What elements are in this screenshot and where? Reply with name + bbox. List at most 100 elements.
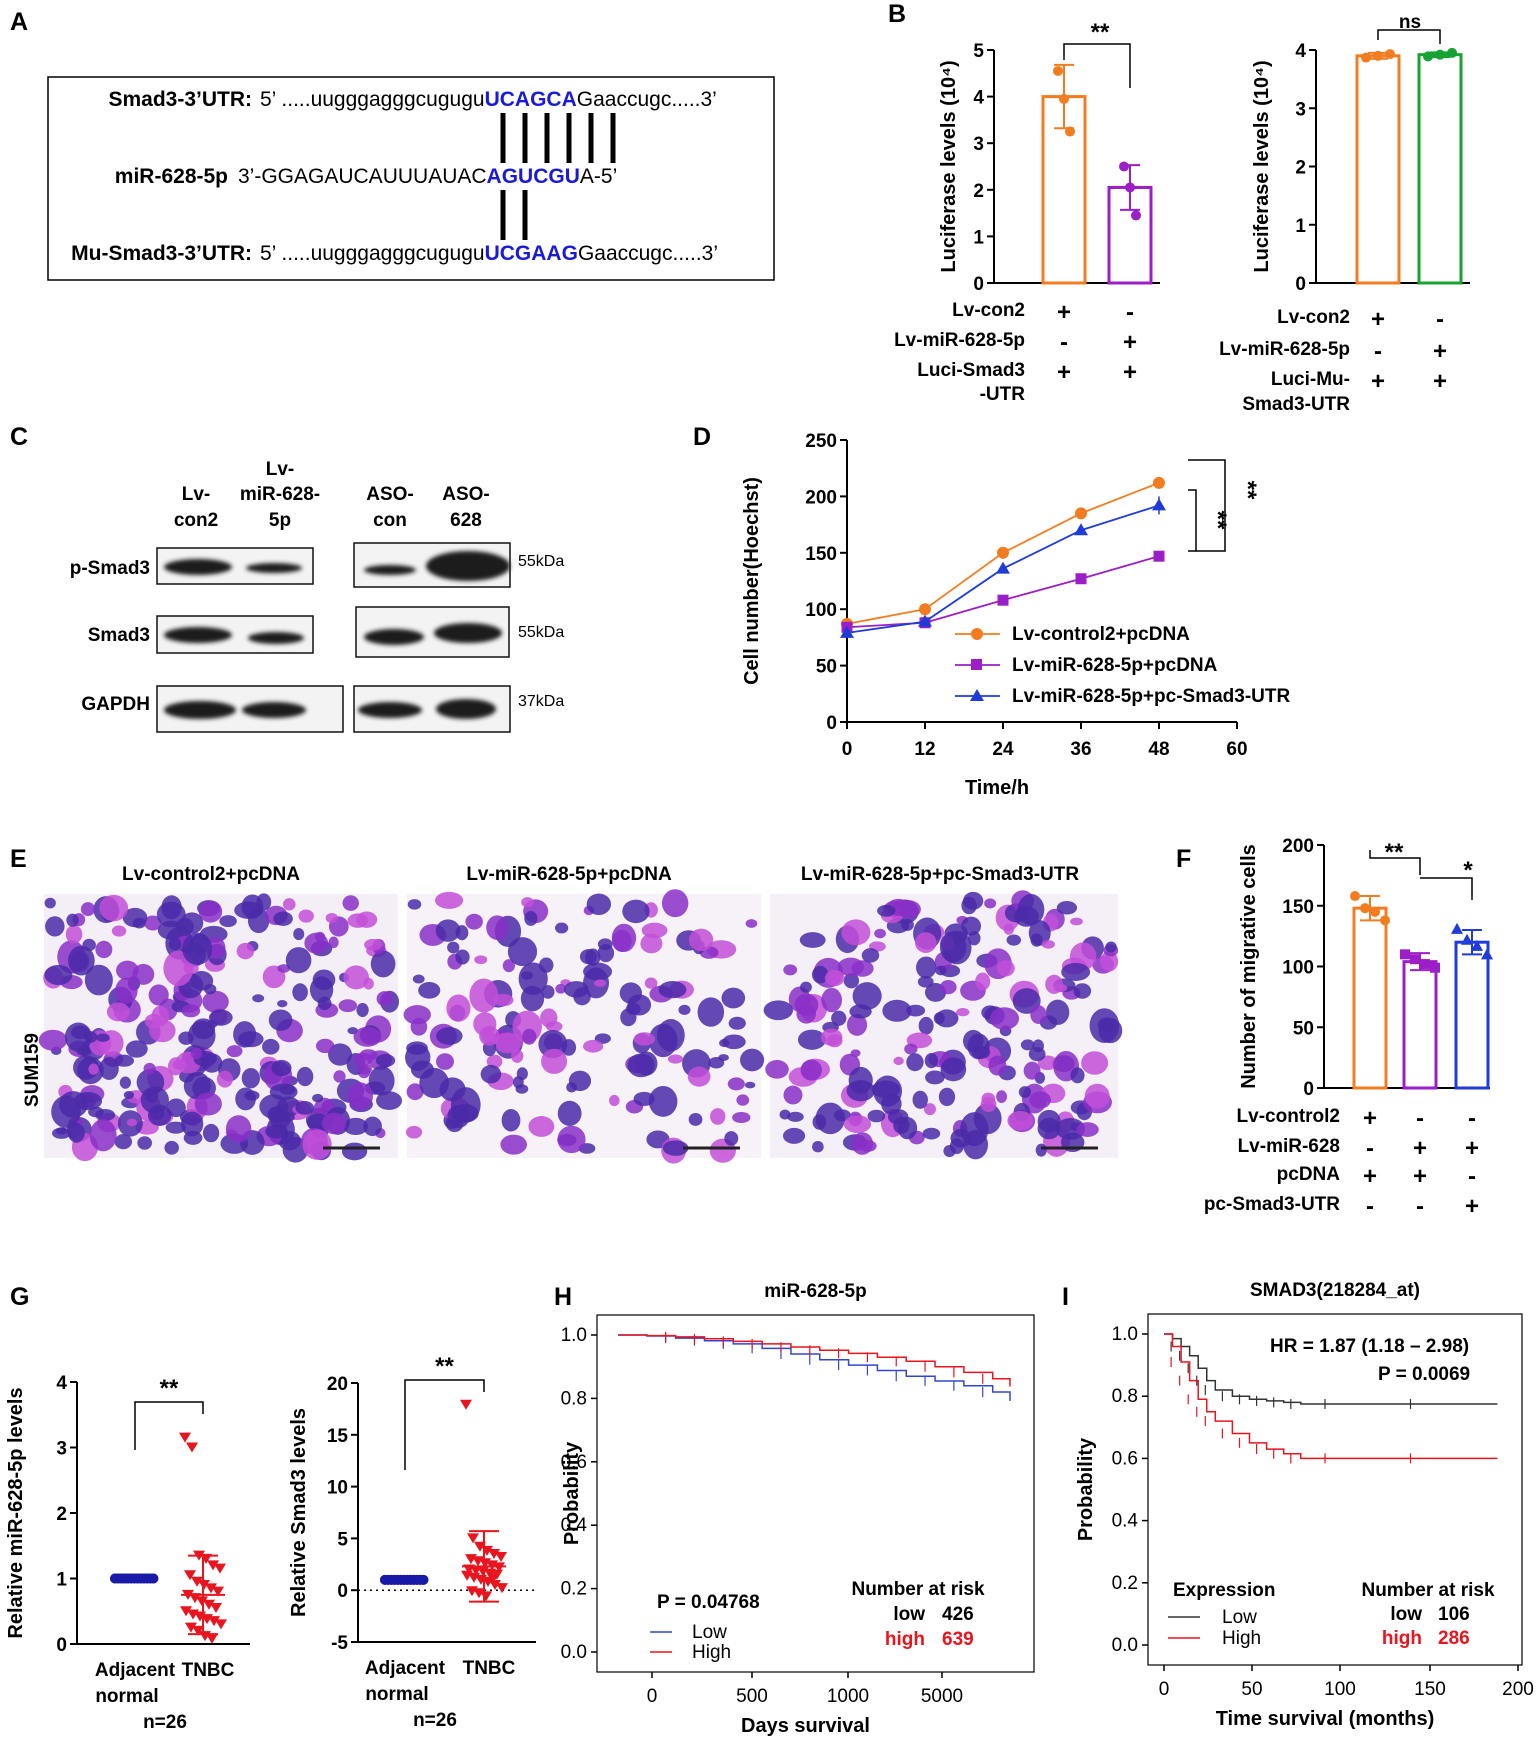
cell-blob [797,1029,826,1050]
risk-title: Number at risk [1361,1580,1494,1601]
x-axis-title: Time/h [965,777,1029,799]
cell-blob [328,1043,353,1066]
row-label-p-smad3: p-Smad3 [70,558,150,579]
cell-blob [262,1038,280,1055]
y-tick-label: 2 [56,1504,67,1525]
condition-sign: + [1057,359,1071,386]
cell-blob [627,1053,655,1078]
panel-letters: A B C D E F G H I [10,0,1191,1311]
n-label: n=26 [413,1710,457,1731]
data-point [1360,903,1370,914]
cell-blob [586,893,612,916]
condition-sign: + [1057,299,1071,326]
cell-blob [949,1138,964,1155]
cell-blob [465,913,483,930]
panel-label-d: D [693,423,711,451]
data-point [214,1563,226,1574]
lane-label: Lv- [266,459,295,480]
y-tick-label: 1.0 [1112,1324,1138,1345]
cell-blob [968,931,981,946]
cell-blob [114,1054,135,1067]
cell-blob [678,1004,691,1015]
x-tick-label: 5000 [921,1686,963,1707]
cell-blob [119,1076,131,1089]
cell-blob [641,922,668,939]
y-tick-label: -5 [331,1633,348,1654]
data-point [1075,573,1087,585]
condition-label: Smad3-UTR [1242,394,1350,415]
data-point [203,1599,215,1610]
y-axis-title: Relative miR-628-5p levels [5,1387,27,1638]
cell-blob [554,922,569,934]
data-point [191,1576,203,1587]
cell-blob [447,941,460,954]
y-tick-label: 200 [805,487,837,508]
bar [1355,54,1401,285]
cell-blob [640,933,663,954]
cell-blob [633,1032,656,1046]
cell-blob [939,979,957,995]
data-point [919,603,931,616]
data-point [840,625,854,638]
significance-label: ** [160,1375,179,1402]
cell-blob [295,1101,315,1115]
cell-blob [518,962,548,996]
condition-sign: - [1436,306,1444,333]
data-point [208,1616,220,1627]
cell-blob [376,991,393,1007]
cell-blob [181,1111,204,1137]
cell-blob [940,1057,967,1082]
cell-blob [906,1004,926,1017]
significance-label: ns [1399,12,1421,33]
cell-blob [450,1103,479,1123]
cell-blob [405,1125,423,1139]
panel-e-migration-images: Lv-control2+pcDNA Lv-miR-628-5p+pcDNA Lv… [22,864,1123,1164]
x-tick-label: 60 [1226,739,1247,760]
cell-blob [619,982,642,1004]
panel-label-e: E [10,845,27,873]
cell-blob [296,1066,314,1087]
cell-blob [45,916,65,937]
cell-blob [314,931,326,942]
cell-blob [236,942,255,960]
condition-sign: - [1366,1193,1374,1220]
data-point [1423,51,1433,62]
legend-marker [970,689,984,701]
cell-blob [820,1028,843,1046]
cell-blob [182,932,213,965]
cell-blob [434,891,464,909]
y-tick-label: 0.0 [561,1642,587,1663]
bar [1417,53,1463,285]
risk-count: 426 [942,1604,974,1625]
cell-blob [225,1115,252,1143]
cell-blob [794,993,819,1017]
x-category-label: Adjacent [95,1660,176,1681]
cell-blob [279,1084,296,1095]
cell-blob [609,1094,620,1107]
image-title-3: Lv-miR-628-5p+pc-Smad3-UTR [801,864,1079,885]
significance-bracket [1420,877,1473,900]
cell-blob [557,1125,586,1154]
data-point [1385,49,1395,60]
cell-blob [44,897,56,909]
data-point [1131,210,1141,221]
data-point [192,1625,204,1636]
cell-blob [273,911,293,926]
cell-blob [721,987,746,1009]
cell-blob [1076,1122,1099,1137]
y-tick-label: 0.2 [561,1579,587,1600]
data-point [1420,959,1430,970]
plot-frame [1147,1313,1523,1666]
data-point [460,1399,472,1410]
x-tick-label: 1000 [827,1686,869,1707]
panel-label-b: B [888,0,906,28]
data-point [1075,507,1087,520]
cell-blob [528,1116,555,1137]
cell-blob [285,947,312,974]
condition-label: Luci-Mu- [1271,369,1350,390]
y-tick-label: 4 [56,1373,67,1394]
cell-blob [328,936,339,949]
cell-blob [114,1134,133,1150]
cell-blob [745,919,758,928]
plot-title: SMAD3(218284_at) [1250,1280,1420,1301]
